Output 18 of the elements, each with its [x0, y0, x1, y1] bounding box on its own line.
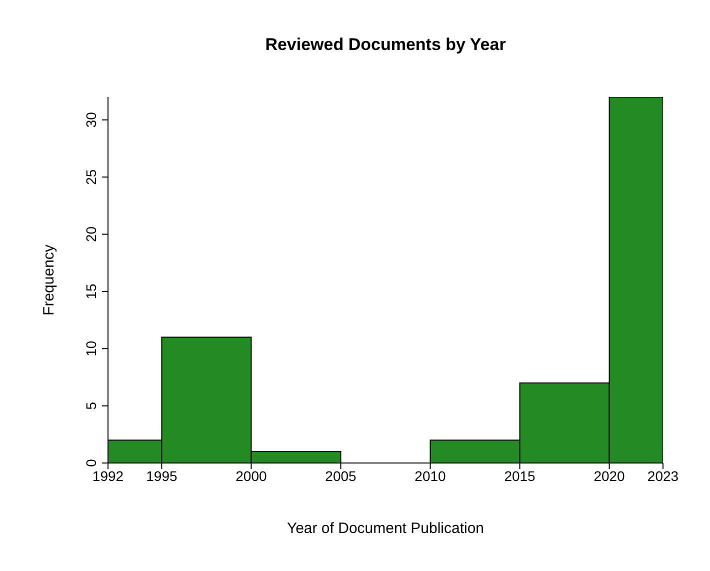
x-tick-label: 2020: [594, 468, 626, 484]
y-tick-label: 30: [83, 112, 99, 128]
x-tick-label: 2023: [647, 468, 679, 484]
y-tick-label: 0: [83, 458, 99, 467]
y-tick-label: 5: [83, 402, 99, 410]
x-tick-label: 2005: [325, 468, 357, 484]
x-tick-label: 1995: [146, 468, 178, 484]
x-axis-title: Year of Document Publication: [286, 520, 484, 537]
y-tick-label: 10: [83, 340, 99, 356]
y-tick-label: 25: [83, 169, 99, 185]
x-tick-label: 2015: [504, 468, 536, 484]
y-tick-label: 20: [83, 226, 99, 242]
y-axis-title: Frequency: [40, 244, 58, 316]
x-tick-label: 1992: [92, 468, 124, 484]
x-tick-label: 2010: [414, 468, 446, 484]
chart-title: Reviewed Documents by Year: [264, 35, 507, 55]
y-tick-label: 15: [83, 283, 99, 300]
x-tick-label: 2000: [236, 468, 268, 484]
